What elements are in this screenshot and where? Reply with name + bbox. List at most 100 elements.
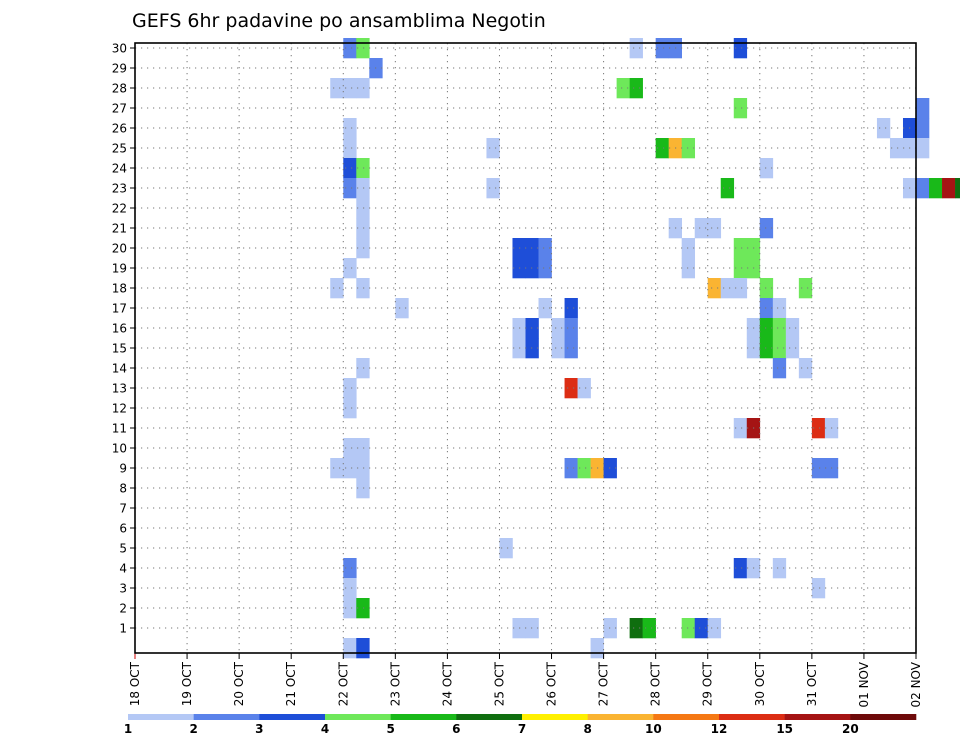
- colorbar-segment: [587, 714, 654, 720]
- chart-title: GEFS 6hr padavine po ansamblima Negotin: [132, 10, 546, 32]
- colorbar-segment: [390, 714, 457, 720]
- y-axis: 1234567891011121314151617181920212223242…: [112, 42, 135, 636]
- x-tick-label: 02 NOV: [909, 661, 923, 707]
- heatmap-cell: [916, 138, 930, 159]
- heatmap-cell: [733, 238, 748, 259]
- heatmap-cell: [343, 438, 357, 459]
- heatmap-cell: [499, 538, 513, 559]
- colorbar-segment: [325, 714, 391, 720]
- heatmap-cell: [603, 458, 617, 479]
- colorbar-segment: [128, 714, 194, 720]
- x-tick-label: 23 OCT: [388, 661, 402, 706]
- heatmap-cell: [356, 478, 370, 499]
- heatmap-cell: [356, 598, 370, 619]
- x-tick-label: 01 NOV: [857, 661, 871, 707]
- colorbar-segment: [193, 714, 260, 720]
- heatmap-cell: [759, 298, 774, 319]
- heatmap-cell: [798, 278, 813, 299]
- y-tick-label: 29: [112, 62, 127, 76]
- plot-frame: [134, 42, 917, 654]
- heatmap-cell: [629, 78, 643, 99]
- heatmap-cell: [681, 238, 696, 259]
- colorbar-label: 12: [711, 722, 728, 736]
- y-tick-label: 25: [112, 142, 127, 156]
- x-tick-label: 31 OCT: [805, 661, 819, 706]
- heatmap-cell: [343, 178, 357, 199]
- heatmap-cell: [629, 38, 643, 59]
- heatmap-cell: [564, 458, 578, 479]
- heatmap-cell: [785, 338, 800, 359]
- heatmap-cell: [694, 618, 709, 639]
- heatmap-cell: [785, 318, 800, 339]
- heatmap-cell: [356, 438, 370, 459]
- y-tick-label: 30: [112, 42, 127, 56]
- heatmap-cell: [590, 638, 604, 659]
- heatmap-cell: [343, 598, 357, 619]
- heatmap-cell: [942, 178, 956, 199]
- heatmap-cell: [916, 178, 930, 199]
- heatmap-cell: [356, 638, 370, 659]
- heatmap-cell: [733, 558, 748, 579]
- heatmap-cell: [681, 618, 696, 639]
- heatmap-cell: [330, 78, 344, 99]
- heatmap-cell: [356, 458, 370, 479]
- heatmap-cell: [343, 158, 357, 179]
- heatmap-cell: [395, 298, 409, 319]
- y-tick-label: 21: [112, 222, 127, 236]
- heatmap-cell: [707, 278, 722, 299]
- colorbar-label: 15: [776, 722, 793, 736]
- y-tick-label: 6: [119, 522, 127, 536]
- heatmap-cell: [356, 78, 370, 99]
- heatmap-cell: [772, 558, 787, 579]
- heatmap-cell: [759, 318, 774, 339]
- y-tick-label: 2: [119, 602, 127, 616]
- heatmap-cell: [759, 278, 774, 299]
- y-tick-label: 13: [112, 382, 127, 396]
- heatmap-cell: [343, 578, 357, 599]
- heatmap-cell: [759, 338, 774, 359]
- heatmap-cell: [876, 118, 891, 139]
- heatmap-cell: [356, 198, 370, 219]
- heatmap-cell: [798, 358, 813, 379]
- colorbar-segment: [719, 714, 785, 720]
- heatmap-cell: [343, 138, 357, 159]
- colorbar-segment: [653, 714, 720, 720]
- y-tick-label: 3: [119, 582, 127, 596]
- heatmap-cell: [343, 378, 357, 399]
- y-tick-label: 5: [119, 542, 127, 556]
- y-tick-label: 7: [119, 502, 127, 516]
- heatmap-cell: [538, 238, 552, 259]
- x-axis: 18 OCT 19 OCT 20 OCT 21 OCT 22 OCT 23 OCT 24 O…: [128, 653, 923, 708]
- heatmap-cell: [642, 618, 656, 639]
- colorbar-segment: [259, 714, 326, 720]
- heatmap-cell: [343, 258, 357, 279]
- cells-layer: [330, 38, 960, 659]
- colorbar-label: 20: [842, 722, 859, 736]
- y-tick-label: 12: [112, 402, 127, 416]
- colorbar-label: 6: [452, 722, 460, 736]
- colorbar-label: 1: [124, 722, 132, 736]
- heatmap-cell: [564, 298, 578, 319]
- y-tick-label: 23: [112, 182, 127, 196]
- x-tick-label: 22 OCT: [336, 661, 350, 706]
- y-tick-label: 15: [112, 342, 127, 356]
- y-tick-label: 14: [112, 362, 127, 376]
- heatmap-cell: [356, 178, 370, 199]
- heatmap-cell: [538, 298, 552, 319]
- colorbar-label: 8: [583, 722, 591, 736]
- colorbar-label: 2: [189, 722, 197, 736]
- heatmap-cell: [577, 458, 591, 479]
- heatmap-cell: [720, 178, 735, 199]
- x-tick-label: 30 OCT: [753, 661, 767, 706]
- colorbar-segment: [784, 714, 851, 720]
- y-tick-label: 18: [112, 282, 127, 296]
- y-tick-label: 24: [112, 162, 127, 176]
- colorbar-label: 5: [386, 722, 394, 736]
- heatmap-cell: [916, 118, 930, 139]
- x-tick-label: 18 OCT: [128, 661, 142, 706]
- heatmap-cell: [356, 358, 370, 379]
- heatmap-cell: [616, 78, 630, 99]
- colorbar-segment: [850, 714, 917, 720]
- heatmap-cell: [330, 278, 344, 299]
